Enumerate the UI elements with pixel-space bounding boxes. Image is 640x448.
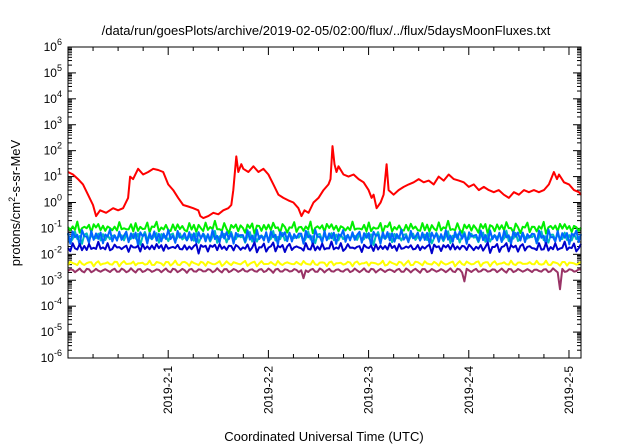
y-tick-label: 10-4 bbox=[41, 296, 62, 313]
x-axis-title: Coordinated Universal Time (UTC) bbox=[224, 429, 423, 444]
y-tick-label: 106 bbox=[44, 37, 62, 54]
y-tick-label: 10-2 bbox=[41, 244, 62, 261]
x-tick-label: 2019-2-2 bbox=[261, 366, 275, 414]
y-axis-title: protons/cm2-s-sr-MeV bbox=[7, 139, 23, 266]
series-line-4 bbox=[67, 240, 582, 255]
y-tick-label: 100 bbox=[44, 193, 62, 210]
series-line-3 bbox=[67, 228, 582, 247]
x-tick-label: 2019-2-4 bbox=[462, 366, 476, 414]
y-tick-label: 10-1 bbox=[41, 218, 62, 235]
axes: 106 105 104 103 102 101 100 10-1 10-2 10-3 10-4 10-… bbox=[41, 37, 581, 414]
series-line-0 bbox=[67, 145, 582, 220]
series-lines bbox=[67, 145, 582, 291]
y-tick-label: 10-6 bbox=[41, 348, 62, 365]
chart-title: /data/run/goesPlots/archive/2019-02-05/0… bbox=[102, 23, 551, 38]
y-tick-label: 101 bbox=[44, 167, 62, 184]
series-line-6 bbox=[67, 267, 582, 291]
y-tick-label: 102 bbox=[44, 141, 62, 158]
y-tick-label: 105 bbox=[44, 63, 62, 80]
y-tick-label: 103 bbox=[44, 115, 62, 132]
x-tick-label: 2019-2-5 bbox=[562, 366, 576, 414]
plot-frame bbox=[67, 46, 582, 359]
series-line-5 bbox=[67, 259, 582, 268]
y-tick-label: 104 bbox=[44, 89, 62, 106]
x-tick-label: 2019-2-1 bbox=[161, 366, 175, 414]
y-tick-label: 10-5 bbox=[41, 322, 62, 339]
y-tick-label: 10-3 bbox=[41, 270, 62, 287]
x-tick-label: 2019-2-3 bbox=[362, 366, 376, 414]
